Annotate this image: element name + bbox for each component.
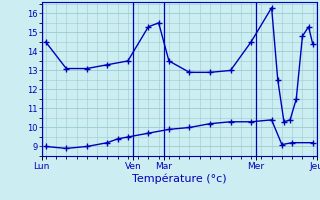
X-axis label: Température (°c): Température (°c) <box>132 173 227 184</box>
